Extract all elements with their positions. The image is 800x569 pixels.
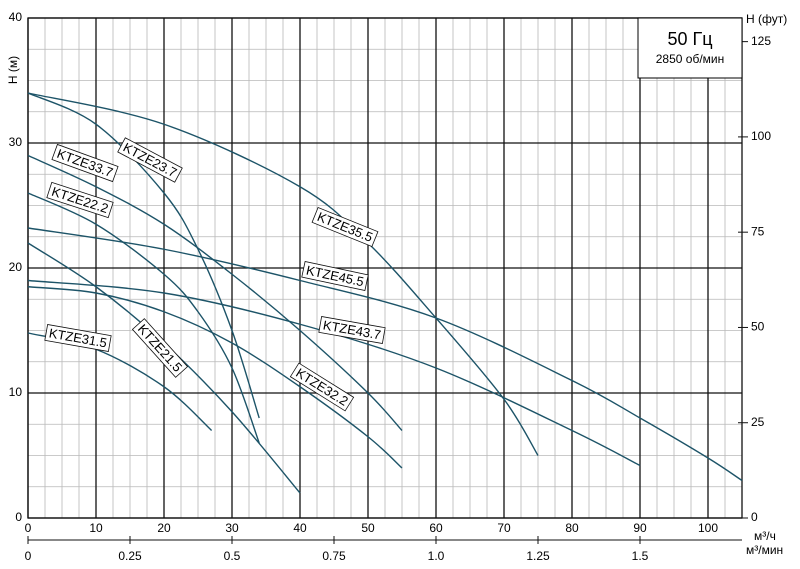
curve-label: KTZE22.2 bbox=[46, 181, 114, 219]
curve-label: KTZE45.5 bbox=[301, 260, 369, 292]
y-tick-label: 30 bbox=[9, 135, 23, 149]
y2-tick-label: 100 bbox=[751, 129, 771, 143]
y2-tick-label: 125 bbox=[751, 34, 771, 48]
x2-unit: м³/мин bbox=[746, 543, 783, 557]
y-tick-label: 20 bbox=[9, 260, 23, 274]
x2-tick-label: 1.25 bbox=[526, 549, 550, 563]
y-axis-label: H (м) bbox=[6, 56, 20, 84]
curve-label-box bbox=[51, 143, 119, 183]
curve-label-box bbox=[301, 260, 369, 292]
box-subtitle: 2850 об/мин bbox=[656, 52, 725, 66]
x-tick-label: 50 bbox=[361, 521, 375, 535]
x-tick-label: 70 bbox=[497, 521, 511, 535]
pump-curve bbox=[27, 92, 260, 419]
x-tick-label: 80 bbox=[565, 521, 579, 535]
curve-label: KTZE21.5 bbox=[131, 318, 189, 378]
curve-label-text: KTZE33.7 bbox=[55, 146, 115, 180]
curve-label-box bbox=[44, 324, 112, 352]
x-tick-label: 20 bbox=[157, 521, 171, 535]
curve-label-text: KTZE21.5 bbox=[135, 321, 185, 375]
curve-label-box bbox=[289, 362, 355, 412]
y-tick-label: 0 bbox=[15, 510, 22, 524]
curve-label-box bbox=[117, 137, 183, 183]
y-tick-label: 10 bbox=[9, 385, 23, 399]
x-unit: м³/ч bbox=[754, 529, 776, 543]
curve-label-box bbox=[318, 316, 386, 344]
x-tick-label: 10 bbox=[89, 521, 103, 535]
y-tick-label: 40 bbox=[9, 10, 23, 24]
x-tick-label: 100 bbox=[698, 521, 718, 535]
x2-tick-label: 0.75 bbox=[322, 549, 346, 563]
grid: 0 10 20 30 40 50 60 70 80 90 100 0 10 20 30 40 0 25 50 75 10… bbox=[9, 10, 772, 563]
info-box bbox=[637, 17, 743, 79]
x2-tick-label: 0 bbox=[25, 549, 32, 563]
x-tick-label: 90 bbox=[633, 521, 647, 535]
pump-curve bbox=[27, 332, 213, 432]
x2-tick-label: 1.0 bbox=[428, 549, 445, 563]
x-tick-label: 40 bbox=[293, 521, 307, 535]
y2-tick-label: 25 bbox=[751, 415, 765, 429]
y2-tick-label: 75 bbox=[751, 224, 765, 238]
x2-tick-label: 0.5 bbox=[224, 549, 241, 563]
x-tick-label: 60 bbox=[429, 521, 443, 535]
curve-label-box bbox=[311, 206, 379, 248]
pump-curve bbox=[27, 227, 743, 482]
curve-label-box bbox=[46, 181, 114, 219]
x-tick-label: 0 bbox=[25, 521, 32, 535]
x2-tick-label: 0.25 bbox=[118, 549, 142, 563]
curve-label-box bbox=[131, 318, 189, 378]
curve-label-text: KTZE31.5 bbox=[48, 325, 108, 350]
y2-axis-label: H (фут) bbox=[746, 12, 787, 26]
curve-label-text: KTZE45.5 bbox=[305, 263, 365, 290]
pump-curve bbox=[27, 279, 641, 467]
box-title: 50 Гц bbox=[667, 29, 712, 49]
pump-curve bbox=[27, 192, 260, 444]
x2-tick-label: 1.5 bbox=[632, 549, 649, 563]
y2-tick-label: 50 bbox=[751, 320, 765, 334]
curve-label: KTZE31.5 bbox=[44, 324, 112, 352]
plot-frame bbox=[27, 17, 743, 519]
x-tick-label: 30 bbox=[225, 521, 239, 535]
y2-tick-label: 0 bbox=[751, 510, 758, 524]
pump-curve bbox=[27, 154, 403, 431]
pump-curve bbox=[27, 286, 403, 469]
